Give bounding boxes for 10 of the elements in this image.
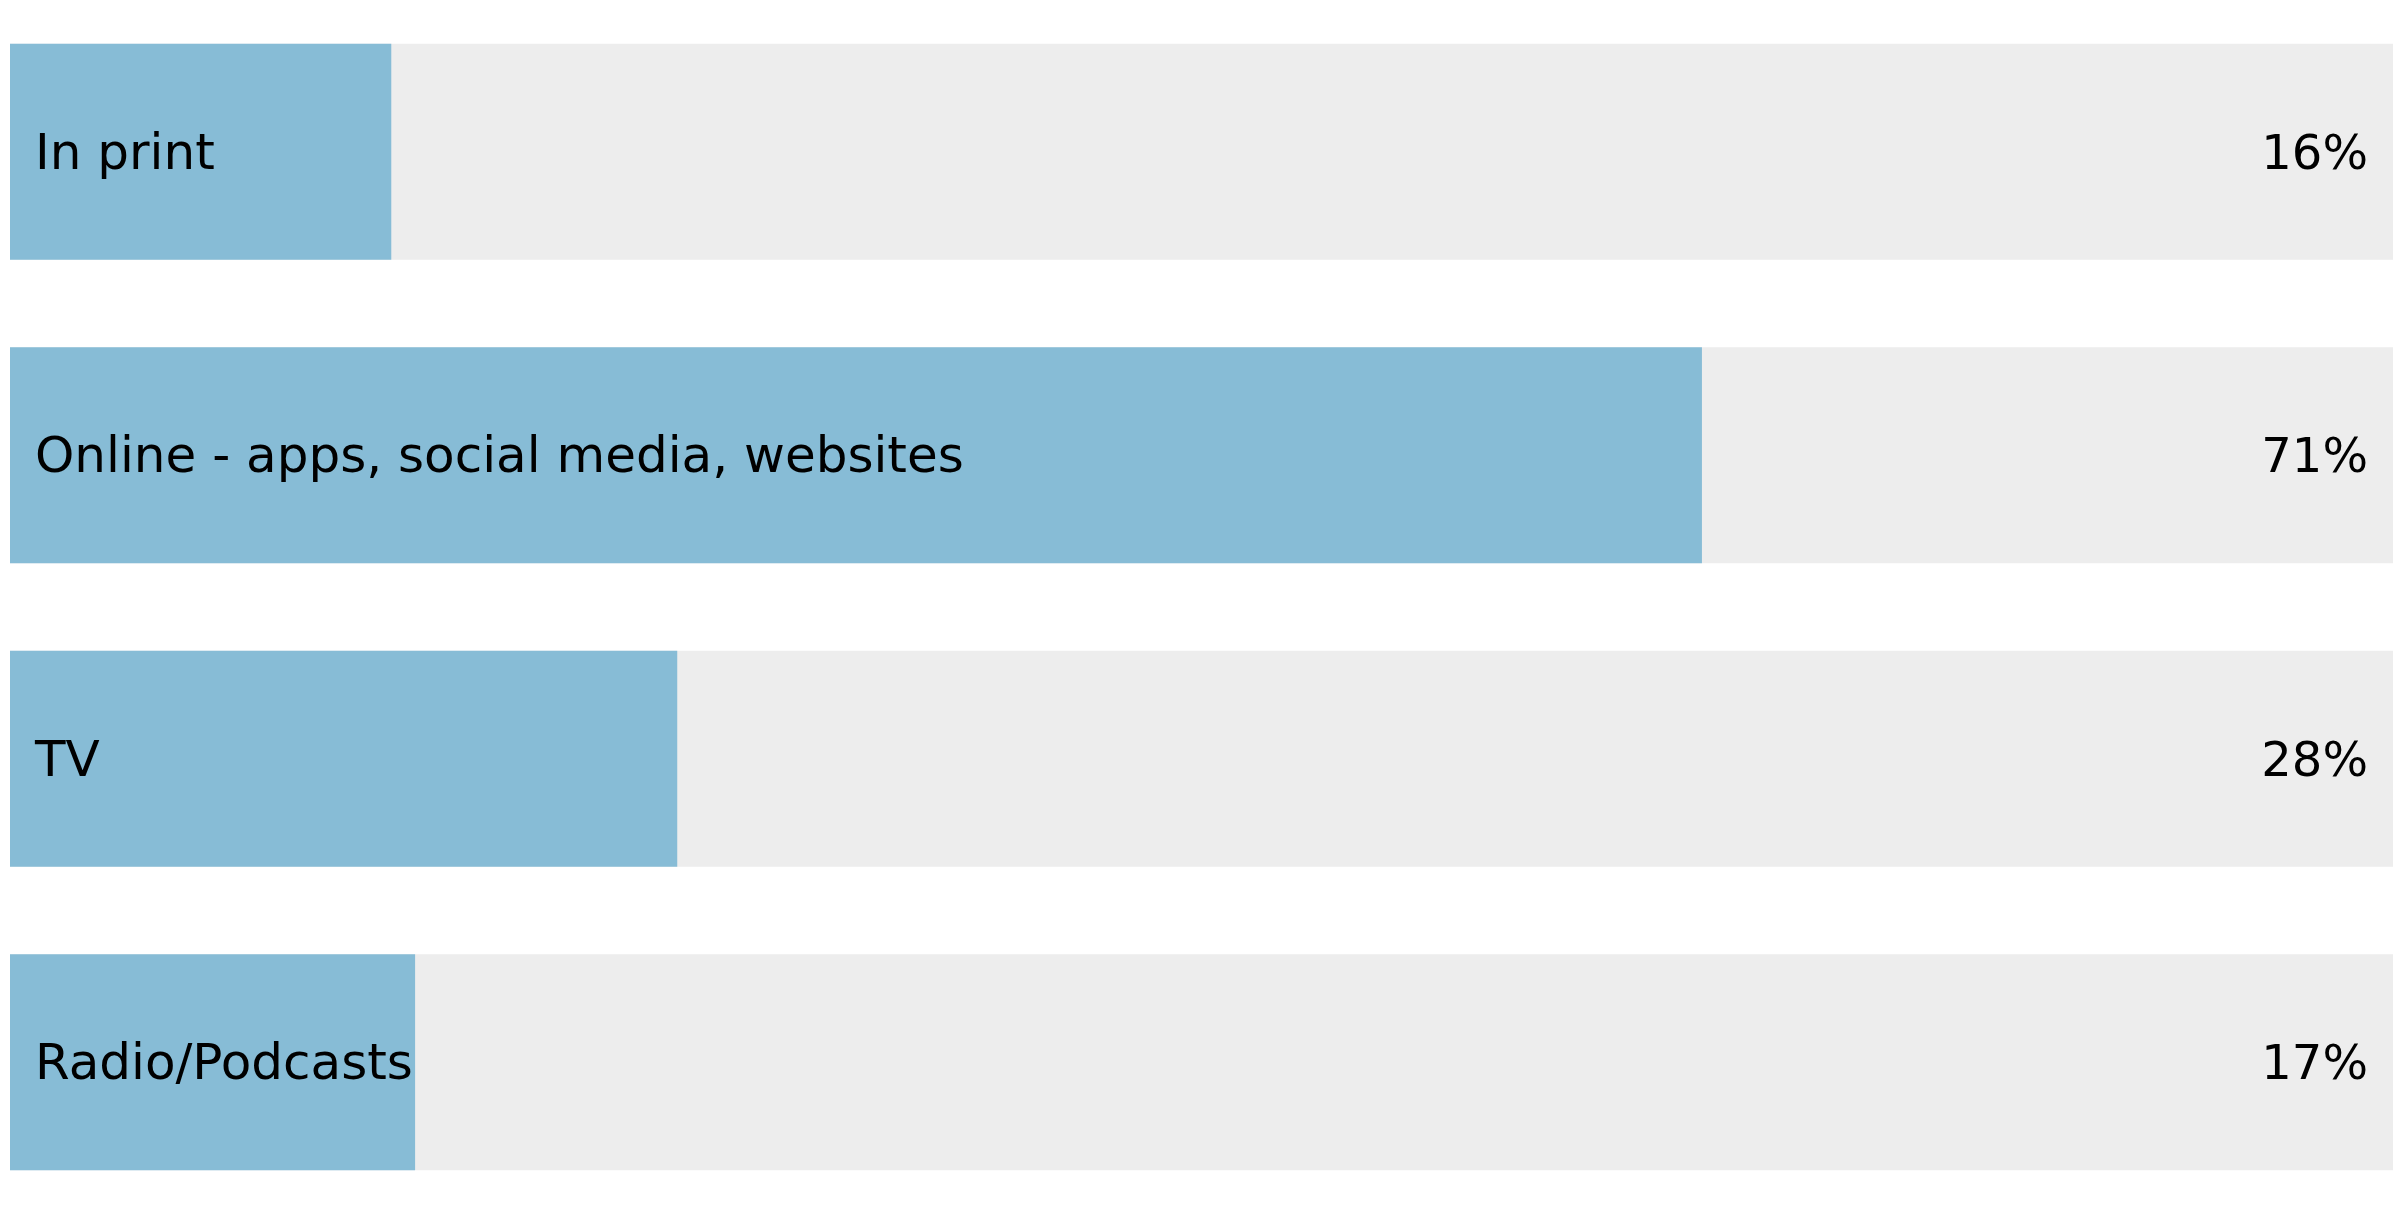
data-label: 17% <box>2261 1034 2368 1091</box>
data-label: 16% <box>2261 123 2368 180</box>
bar <box>10 43 392 260</box>
y-tick-label: TV <box>34 729 100 788</box>
bar <box>10 954 416 1171</box>
data-label: 28% <box>2261 730 2368 787</box>
y-tick-label: Online - apps, social media, websites <box>35 426 964 485</box>
data-label: 71% <box>2261 427 2368 484</box>
y-tick-label: In print <box>35 122 215 181</box>
y-tick-label: Radio/Podcasts <box>35 1033 413 1092</box>
